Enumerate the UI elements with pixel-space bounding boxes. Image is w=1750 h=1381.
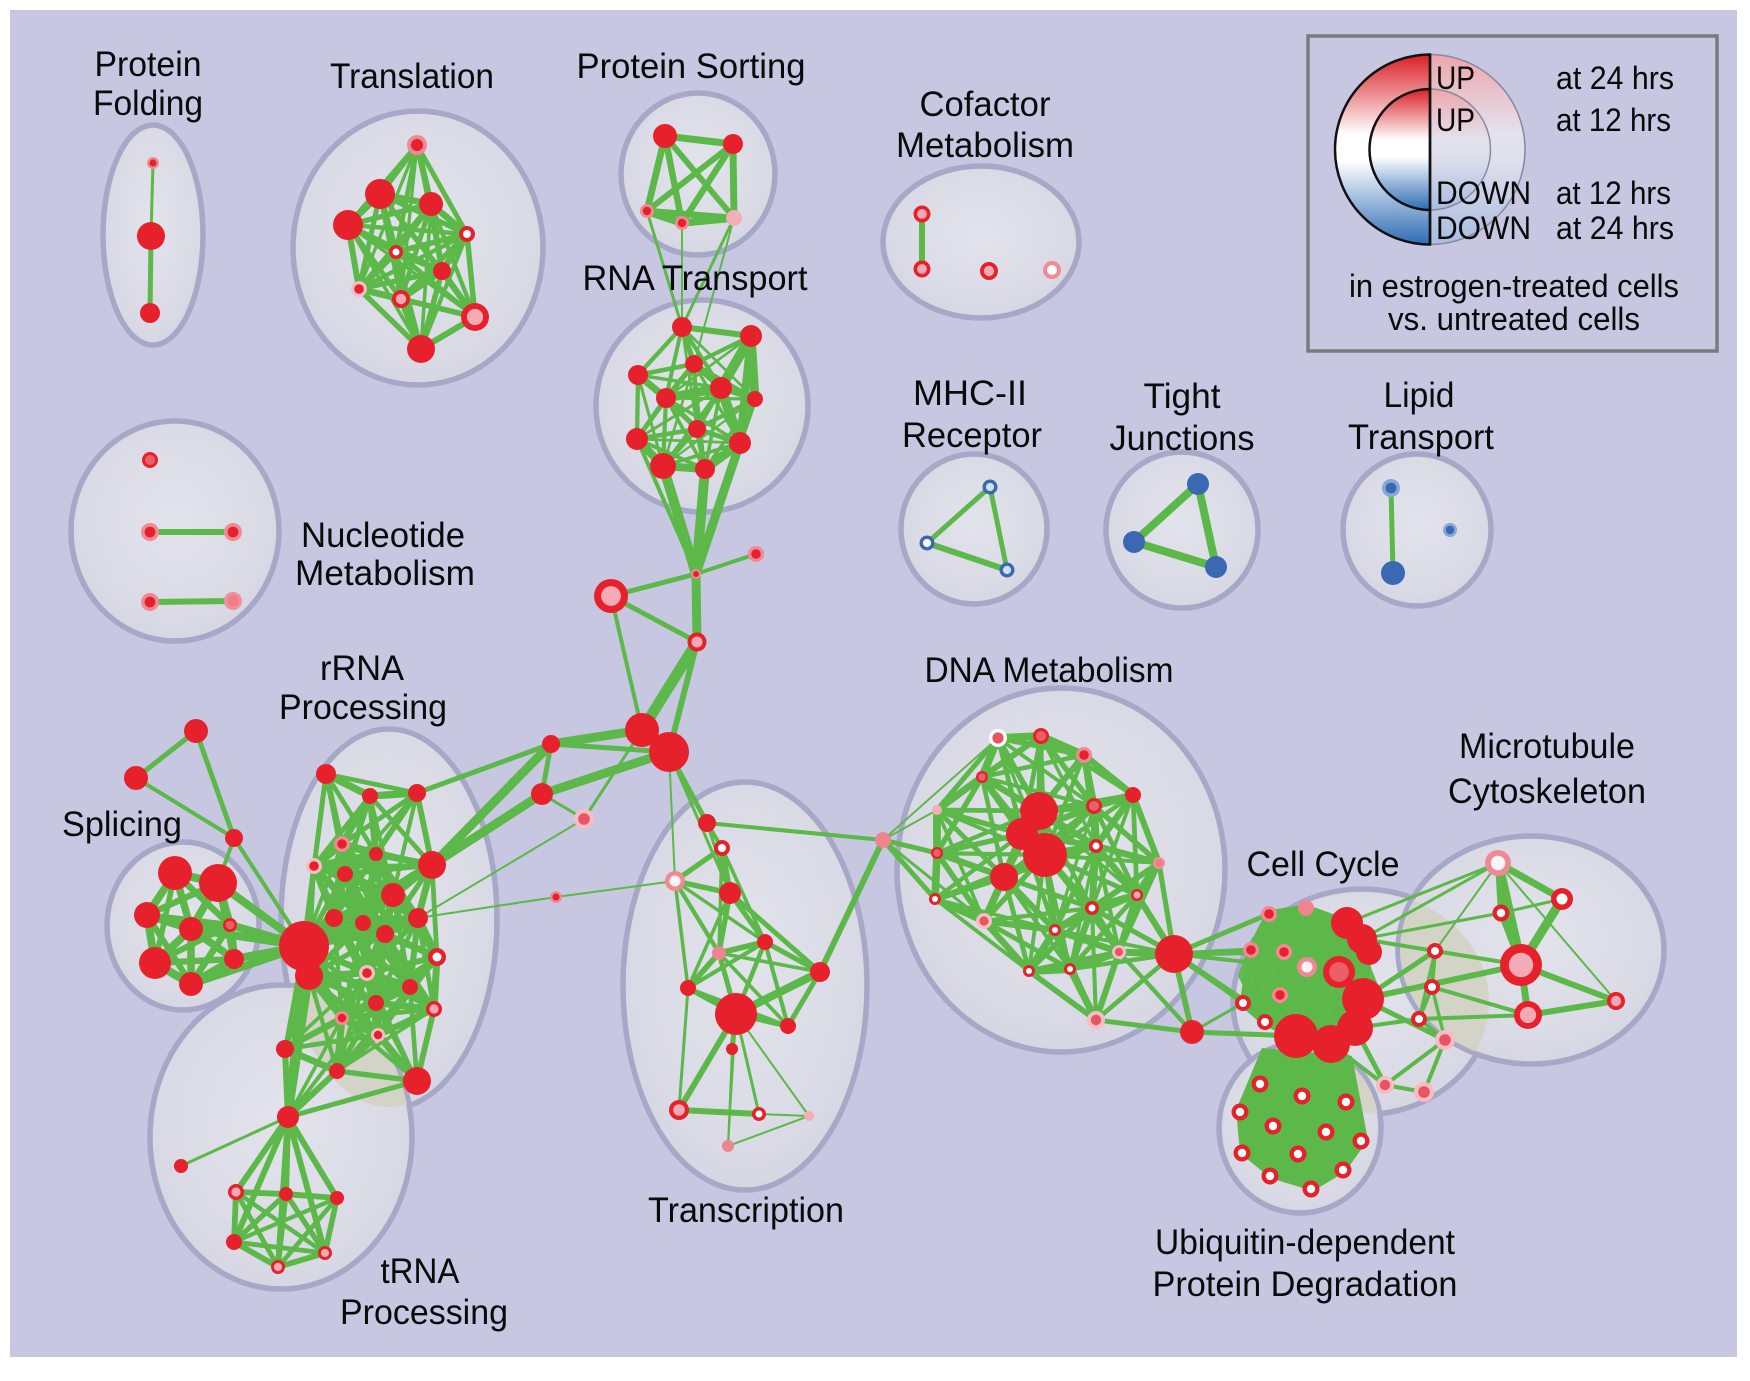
svg-text:Cell Cycle: Cell Cycle xyxy=(1247,844,1400,884)
svg-text:UP: UP xyxy=(1436,102,1475,138)
svg-text:Splicing: Splicing xyxy=(62,804,182,844)
svg-text:Protein Degradation: Protein Degradation xyxy=(1153,1264,1458,1304)
svg-text:Transport: Transport xyxy=(1348,417,1494,457)
svg-text:RNA Transport: RNA Transport xyxy=(583,258,808,298)
svg-text:Transcription: Transcription xyxy=(648,1190,844,1230)
svg-text:Cytoskeleton: Cytoskeleton xyxy=(1448,771,1646,811)
svg-text:Ubiquitin-dependent: Ubiquitin-dependent xyxy=(1155,1222,1455,1262)
svg-text:vs. untreated cells: vs. untreated cells xyxy=(1388,301,1640,337)
svg-text:Nucleotide: Nucleotide xyxy=(301,515,465,555)
svg-text:DOWN: DOWN xyxy=(1436,175,1531,211)
svg-text:at 12 hrs: at 12 hrs xyxy=(1556,175,1671,211)
svg-text:Processing: Processing xyxy=(340,1292,508,1332)
svg-text:UP: UP xyxy=(1436,60,1475,96)
svg-text:Processing: Processing xyxy=(279,687,447,727)
svg-text:Metabolism: Metabolism xyxy=(896,125,1074,165)
svg-text:Protein Sorting: Protein Sorting xyxy=(577,46,806,86)
svg-text:DOWN: DOWN xyxy=(1436,210,1531,246)
svg-text:Translation: Translation xyxy=(330,56,494,96)
svg-text:in estrogen-treated cells: in estrogen-treated cells xyxy=(1349,268,1679,304)
svg-text:tRNA: tRNA xyxy=(381,1251,460,1291)
svg-text:DNA Metabolism: DNA Metabolism xyxy=(925,650,1174,690)
svg-text:Tight: Tight xyxy=(1144,376,1221,416)
svg-text:Microtubule: Microtubule xyxy=(1459,726,1635,766)
svg-text:Junctions: Junctions xyxy=(1110,418,1255,458)
svg-text:Protein: Protein xyxy=(95,44,202,84)
svg-text:at 12 hrs: at 12 hrs xyxy=(1556,102,1671,138)
svg-text:Cofactor: Cofactor xyxy=(920,84,1051,124)
svg-text:Folding: Folding xyxy=(93,83,203,123)
svg-text:at 24 hrs: at 24 hrs xyxy=(1556,210,1674,246)
svg-text:Receptor: Receptor xyxy=(902,415,1042,455)
svg-text:Lipid: Lipid xyxy=(1384,375,1455,415)
svg-text:Metabolism: Metabolism xyxy=(295,553,475,593)
svg-text:rRNA: rRNA xyxy=(320,648,404,688)
svg-text:at 24 hrs: at 24 hrs xyxy=(1556,60,1674,96)
svg-text:MHC-II: MHC-II xyxy=(913,373,1027,413)
